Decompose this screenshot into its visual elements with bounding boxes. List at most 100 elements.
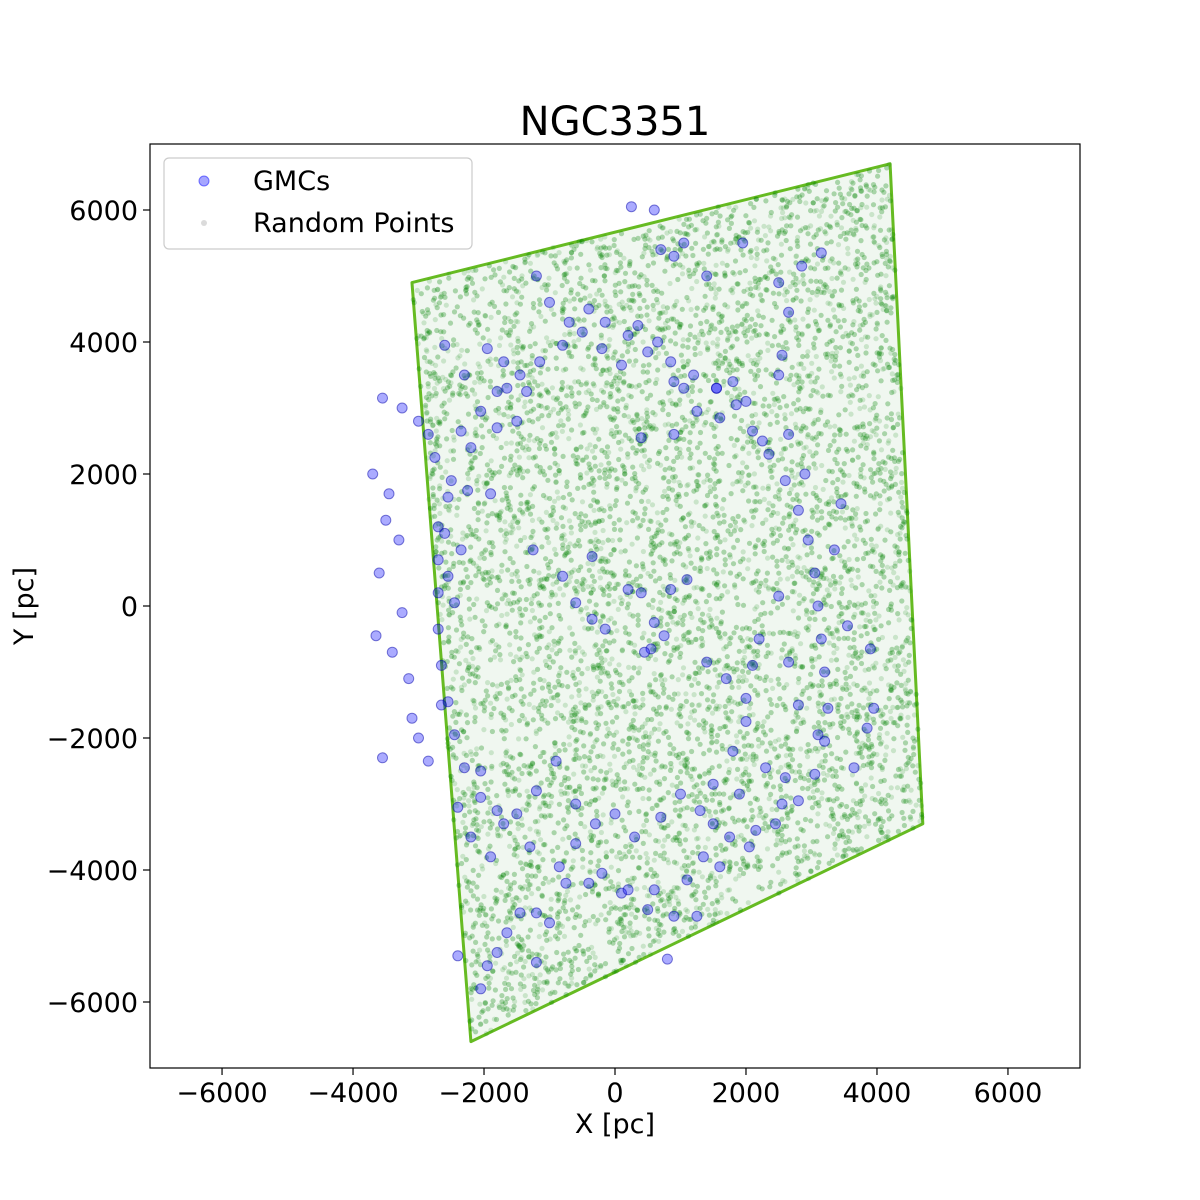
random-point bbox=[537, 804, 543, 810]
random-point bbox=[851, 375, 858, 381]
random-point bbox=[501, 274, 507, 280]
random-point bbox=[500, 1001, 506, 1007]
random-point bbox=[734, 739, 740, 745]
random-point bbox=[680, 665, 687, 671]
random-point bbox=[751, 390, 757, 396]
random-point bbox=[866, 393, 872, 399]
random-points-footprint bbox=[410, 162, 925, 1044]
random-point bbox=[675, 677, 681, 683]
random-point bbox=[557, 586, 563, 592]
random-point bbox=[654, 510, 661, 516]
random-point bbox=[851, 681, 857, 687]
random-point bbox=[832, 845, 838, 852]
random-point bbox=[867, 187, 874, 193]
random-point bbox=[667, 902, 673, 908]
random-point bbox=[660, 912, 667, 918]
random-point bbox=[614, 729, 620, 735]
random-point bbox=[656, 838, 662, 844]
random-point bbox=[778, 451, 784, 457]
random-point bbox=[862, 793, 868, 799]
random-point bbox=[682, 631, 688, 638]
random-point bbox=[488, 1027, 494, 1033]
random-point bbox=[750, 649, 756, 655]
random-point bbox=[474, 596, 480, 602]
random-point bbox=[815, 390, 821, 396]
random-point bbox=[618, 679, 625, 686]
random-point bbox=[532, 632, 538, 638]
random-point bbox=[587, 267, 594, 273]
random-point bbox=[664, 857, 671, 863]
random-point bbox=[778, 436, 784, 442]
random-point bbox=[618, 446, 624, 452]
random-point bbox=[667, 228, 674, 235]
random-point bbox=[460, 762, 466, 768]
random-point bbox=[765, 340, 771, 346]
random-point bbox=[698, 587, 705, 593]
random-point bbox=[813, 465, 819, 471]
random-point bbox=[586, 966, 592, 972]
random-point bbox=[898, 494, 904, 500]
random-point bbox=[467, 616, 473, 622]
random-point bbox=[703, 340, 709, 346]
random-point bbox=[507, 917, 514, 923]
random-point bbox=[503, 717, 509, 723]
random-point bbox=[878, 707, 884, 713]
random-point bbox=[869, 542, 875, 548]
random-point bbox=[538, 701, 544, 708]
random-point bbox=[603, 775, 609, 781]
random-point bbox=[663, 309, 669, 315]
random-point bbox=[676, 216, 682, 222]
random-point bbox=[591, 540, 597, 546]
random-point bbox=[764, 258, 770, 264]
random-point bbox=[565, 983, 571, 989]
random-point bbox=[784, 298, 790, 304]
random-point bbox=[584, 470, 590, 476]
random-point bbox=[849, 829, 856, 835]
random-point bbox=[632, 642, 638, 648]
random-point bbox=[415, 341, 421, 347]
random-point bbox=[879, 197, 885, 203]
random-point bbox=[857, 323, 863, 329]
random-point bbox=[474, 746, 480, 752]
random-point bbox=[455, 355, 461, 361]
random-point bbox=[546, 275, 552, 281]
random-point bbox=[537, 921, 543, 928]
random-point bbox=[525, 372, 531, 379]
random-point bbox=[450, 676, 456, 682]
random-point bbox=[508, 440, 514, 446]
random-point bbox=[763, 784, 769, 790]
random-point bbox=[602, 234, 608, 240]
random-point bbox=[564, 270, 570, 276]
random-point bbox=[606, 601, 612, 607]
random-point bbox=[844, 664, 850, 671]
random-point bbox=[904, 605, 910, 611]
random-point bbox=[841, 473, 847, 479]
random-point bbox=[564, 764, 570, 771]
random-point bbox=[879, 739, 885, 745]
random-point bbox=[488, 700, 494, 706]
random-point bbox=[736, 719, 742, 725]
random-point bbox=[507, 1007, 513, 1014]
random-point bbox=[829, 369, 835, 375]
random-point bbox=[587, 835, 593, 841]
random-point bbox=[579, 763, 586, 769]
random-point bbox=[496, 621, 502, 627]
random-point bbox=[562, 332, 568, 338]
random-point bbox=[731, 442, 737, 448]
random-point bbox=[745, 782, 751, 788]
random-point bbox=[801, 445, 807, 451]
random-point bbox=[665, 860, 672, 866]
random-point bbox=[605, 617, 612, 623]
random-point bbox=[679, 271, 686, 277]
random-point bbox=[760, 814, 766, 820]
random-point bbox=[760, 485, 766, 491]
random-point bbox=[640, 548, 647, 555]
random-point bbox=[633, 736, 639, 742]
random-point bbox=[836, 620, 842, 626]
random-point bbox=[466, 786, 472, 792]
random-point bbox=[537, 702, 544, 708]
random-point bbox=[795, 279, 801, 285]
random-point bbox=[573, 718, 580, 724]
random-point bbox=[801, 856, 807, 862]
random-point bbox=[463, 657, 469, 664]
